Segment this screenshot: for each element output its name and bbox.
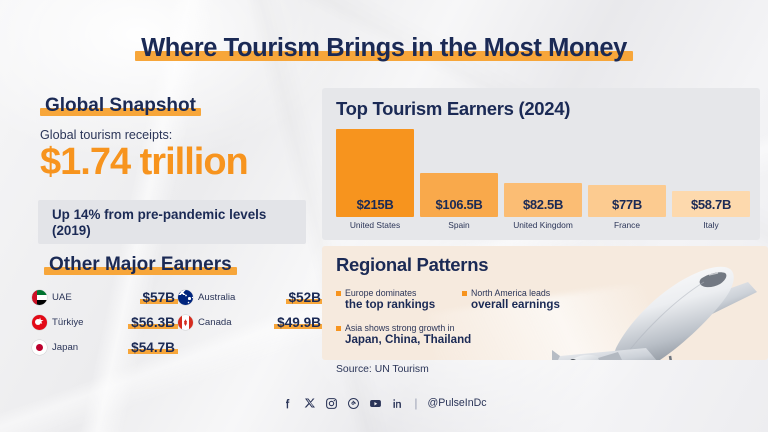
flag-uae-icon — [32, 290, 47, 305]
title-highlight-bar — [135, 50, 633, 61]
earner-value-text: $57B — [142, 289, 176, 305]
page-title-text: Where Tourism Brings in the Most Money — [141, 34, 627, 62]
bar-column: $77B France — [588, 185, 666, 230]
bar-category-label: Italy — [703, 220, 719, 230]
bar-category-label: United States — [349, 220, 401, 230]
bar-value-label: $82.5B — [522, 197, 564, 212]
bar-value-label: $58.7B — [690, 197, 732, 212]
title-container: Where Tourism Brings in the Most Money — [0, 34, 768, 62]
flag-turkiye-icon — [32, 315, 47, 330]
earner-name: UAE — [52, 292, 72, 303]
global-snapshot-section: Global Snapshot Global tourism receipts:… — [40, 96, 320, 182]
facebook-icon[interactable] — [281, 397, 294, 410]
bar-value-label: $215B — [356, 197, 394, 212]
earner-value: $56.3B — [128, 314, 178, 330]
earner-row: Japan $54.7B — [32, 335, 332, 360]
earner-item: Canada $49.9B — [178, 315, 324, 330]
earner-value-text: $52B — [288, 289, 322, 305]
x-twitter-icon[interactable] — [303, 397, 316, 410]
bullet-row: Europe dominates the top rankings North … — [336, 288, 596, 312]
flag-canada-icon — [178, 315, 193, 330]
bar-value-label: $106.5B — [435, 197, 483, 212]
chart-bar: $77B — [588, 185, 666, 217]
receipts-label: Global tourism receipts: — [40, 128, 173, 142]
other-earners-section: Other Major Earners — [44, 255, 324, 276]
bar-column: $106.5B Spain — [420, 173, 498, 230]
bullet-item: North America leads overall earnings — [462, 288, 588, 312]
earner-item: Türkiye $56.3B — [32, 315, 178, 330]
bullet-text-1: Europe dominates — [345, 288, 417, 298]
bar-column: $58.7B Italy — [672, 191, 750, 230]
linkedin-icon[interactable] — [391, 397, 404, 410]
global-snapshot-heading: Global Snapshot — [40, 96, 201, 117]
bar-category-label: United Kingdom — [513, 220, 573, 230]
bullet-line-1: Asia shows strong growth in — [336, 323, 596, 333]
heading-highlight-bar — [44, 267, 237, 275]
earner-item: Japan $54.7B — [32, 340, 178, 355]
instagram-icon[interactable] — [325, 397, 338, 410]
bullet-line-2: the top rankings — [345, 298, 436, 312]
chart-bar: $58.7B — [672, 191, 750, 217]
page-title: Where Tourism Brings in the Most Money — [135, 34, 633, 62]
bullet-square-icon — [336, 290, 341, 296]
bullet-text-1: Asia shows strong growth in — [345, 323, 455, 334]
chart-bar: $215B — [336, 129, 414, 217]
other-earners-heading: Other Major Earners — [44, 255, 237, 276]
regional-bullets: Europe dominates the top rankings North … — [336, 288, 596, 347]
earner-value-text: $49.9B — [277, 314, 321, 330]
bullet-item: Asia shows strong growth in Japan, China… — [336, 323, 596, 347]
top-earners-chart-panel: Top Tourism Earners (2024) $215B United S… — [322, 88, 760, 240]
earner-value-text: $54.7B — [131, 339, 175, 355]
other-earners-heading-text: Other Major Earners — [49, 254, 232, 275]
uplift-callout-box: Up 14% from pre-pandemic levels (2019) — [38, 200, 306, 244]
bullet-text-1: North America leads — [471, 288, 551, 298]
social-handle: @PulseInDc — [427, 397, 487, 409]
bullet-line-2: overall earnings — [471, 298, 560, 312]
regional-patterns-panel: Regional Patterns Europe dominates the t… — [322, 246, 768, 360]
earner-name: Australia — [198, 292, 236, 303]
chart-bar: $82.5B — [504, 183, 582, 217]
heading-highlight-bar — [40, 108, 201, 116]
chart-bars-area: $215B United States $106.5B Spain $82.5B Unit… — [336, 129, 750, 230]
earner-value-text: $56.3B — [131, 314, 175, 330]
footer-divider: | — [414, 396, 418, 410]
earner-value: $54.7B — [128, 339, 178, 355]
flag-australia-icon — [178, 290, 193, 305]
chart-bar: $106.5B — [420, 173, 498, 217]
earner-row: Türkiye $56.3B Canada $49.9B — [32, 310, 332, 335]
earner-value: $52B — [285, 289, 324, 305]
threads-icon[interactable] — [347, 397, 360, 410]
earner-row: UAE $57B Australia $52B — [32, 285, 332, 310]
bar-value-label: $77B — [612, 197, 642, 212]
earner-name: Canada — [198, 317, 232, 328]
regional-patterns-heading: Regional Patterns — [336, 254, 489, 275]
footer-social-bar: | @PulseInDc — [0, 396, 768, 410]
bullet-line-1: Europe dominates — [336, 288, 462, 298]
chart-title: Top Tourism Earners (2024) — [336, 98, 571, 119]
earner-name: Japan — [52, 342, 79, 353]
bullet-line-1: North America leads — [462, 288, 588, 298]
bar-category-label: France — [613, 220, 641, 230]
source-note: Source: UN Tourism — [336, 364, 429, 375]
earner-name: Türkiye — [52, 317, 84, 328]
global-receipts-value: $1.74 trillion — [40, 141, 249, 183]
earner-value: $49.9B — [274, 314, 324, 330]
other-earners-grid: UAE $57B Australia $52B Türkiye $56.3B C… — [32, 285, 332, 360]
bullet-square-icon — [336, 325, 341, 331]
earner-item: UAE $57B — [32, 290, 178, 305]
bullet-square-icon — [462, 290, 467, 296]
bullet-line-2: Japan, China, Thailand — [345, 333, 472, 347]
youtube-icon[interactable] — [369, 397, 382, 410]
bar-category-label: Spain — [448, 220, 470, 230]
global-snapshot-heading-text: Global Snapshot — [45, 95, 196, 116]
bullet-row: Asia shows strong growth in Japan, China… — [336, 323, 596, 347]
uplift-text: Up 14% from pre-pandemic levels (2019) — [52, 207, 267, 238]
bullet-item: Europe dominates the top rankings — [336, 288, 462, 312]
bar-column: $82.5B United Kingdom — [504, 183, 582, 230]
earner-item: Australia $52B — [178, 290, 324, 305]
earner-value: $57B — [139, 289, 178, 305]
bar-column: $215B United States — [336, 129, 414, 230]
flag-japan-icon — [32, 340, 47, 355]
